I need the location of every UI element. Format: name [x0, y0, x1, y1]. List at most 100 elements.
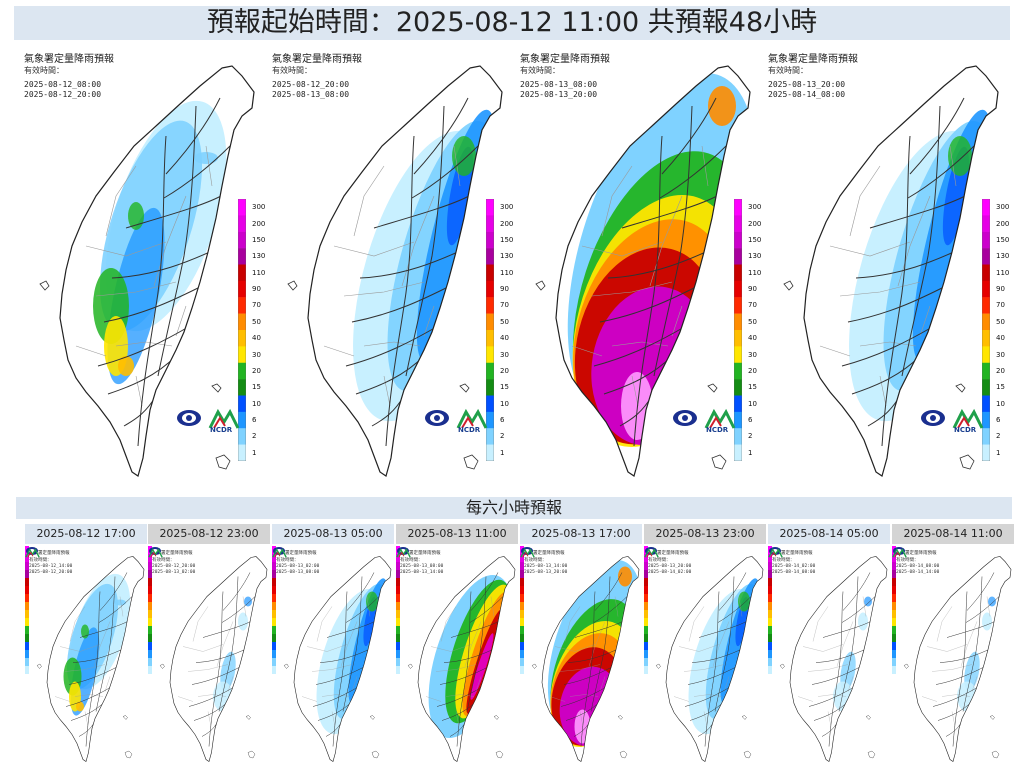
valid-time-label: 有效時間： [276, 558, 299, 563]
colorbar-label: 1 [996, 448, 1001, 457]
township-line [59, 644, 101, 652]
colorbar-label: 20 [252, 366, 261, 375]
county-line [439, 666, 490, 685]
six-hour-time-tab[interactable]: 2025-08-13 23:00 [644, 524, 766, 544]
colorbar-segment [520, 610, 524, 619]
coastline [46, 556, 145, 762]
township-line [812, 606, 829, 642]
colorbar-label: 2 [748, 432, 753, 441]
colorbar-segment [486, 297, 494, 314]
colorbar-segment [25, 634, 29, 643]
colorbar-segment [25, 594, 29, 603]
rainfall-contour [81, 624, 89, 639]
township-line [797, 696, 814, 702]
rainfall-contour [351, 701, 363, 732]
colorbar-segment [148, 578, 152, 587]
valid-time-label: 有效時間： [152, 558, 175, 563]
ncdr-logo-text: NCDR [210, 426, 233, 434]
orchid-island [247, 750, 256, 759]
colorbar-segment [486, 346, 494, 363]
six-hour-time-tab[interactable]: 2025-08-14 11:00 [892, 524, 1014, 544]
township-line [187, 664, 229, 672]
colorbar-segment [25, 554, 29, 563]
rainfall-colorbar [25, 546, 29, 674]
penghu-island [283, 663, 289, 669]
colorbar-segment [892, 586, 896, 595]
colorbar-label: 20 [996, 366, 1005, 375]
county-line [319, 648, 371, 663]
county-line [580, 591, 596, 747]
colorbar-segment [644, 666, 648, 674]
colorbar-segment [396, 602, 400, 611]
colorbar-segment [982, 395, 990, 413]
colorbar-label: 150 [996, 235, 1010, 244]
valid-from: 2025-08-12_14:00 [29, 564, 73, 569]
colorbar-label: 40 [996, 334, 1005, 343]
colorbar-segment [148, 642, 152, 651]
county-line [714, 576, 735, 712]
taiwan-rainfall-map [407, 556, 516, 762]
county-line [111, 250, 213, 279]
township-line [197, 694, 227, 697]
colorbar-segment [520, 586, 524, 595]
colorbar-label: 110 [500, 268, 514, 277]
colorbar-segment [644, 594, 648, 603]
county-boundaries [54, 572, 133, 747]
ncdr-logo [148, 548, 163, 558]
taiwan-rainfall-map [36, 556, 145, 762]
colorbar-segment [148, 554, 152, 563]
colorbar-segment [982, 248, 990, 265]
six-hour-time-tab[interactable]: 2025-08-14 05:00 [768, 524, 890, 544]
taiwan-rainfall-map [903, 556, 1012, 762]
colorbar-segment [982, 280, 990, 298]
county-line [202, 621, 251, 638]
colorbar-segment [25, 610, 29, 619]
township-line [311, 664, 353, 672]
colorbar-label: 110 [748, 268, 762, 277]
six-hour-map-body: 氣象署定量降雨預報 有效時間： 2025-08-13_20:00 2025-08-14… [644, 546, 766, 768]
colorbar-label: 30 [252, 350, 261, 359]
rainfall-contour [366, 591, 378, 612]
rainfall-contour [238, 612, 248, 631]
colorbar-label: 70 [252, 301, 261, 310]
rainfall-contour [114, 599, 126, 606]
ncdr-logo [520, 548, 535, 558]
colorbar-segment [396, 578, 400, 587]
colorbar-segment [272, 650, 276, 659]
colorbar-label: 6 [252, 416, 257, 425]
colorbar-segment [238, 264, 246, 282]
township-line [951, 711, 956, 727]
six-hour-time-tab[interactable]: 2025-08-13 05:00 [272, 524, 394, 544]
rainfall-colorbar [644, 546, 648, 674]
six-hour-time-tab[interactable]: 2025-08-12 17:00 [25, 524, 147, 544]
valid-to: 2025-08-14_08:00 [768, 90, 846, 99]
township-line [688, 606, 705, 642]
rainfall-contour [118, 356, 134, 376]
county-boundaries [549, 572, 628, 747]
colorbar-segment [396, 594, 400, 603]
valid-to: 2025-08-13_20:00 [520, 90, 598, 99]
colorbar-segment [892, 634, 896, 643]
six-hour-time-tab[interactable]: 2025-08-12 23:00 [148, 524, 270, 544]
colorbar-segment [520, 666, 524, 674]
colorbar-segment [396, 642, 400, 651]
county-line [855, 250, 957, 279]
valid-time-label: 有效時間： [896, 558, 919, 563]
colorbar-label: 70 [748, 301, 757, 310]
six-hour-time-tab[interactable]: 2025-08-13 17:00 [520, 524, 642, 544]
county-line [103, 285, 203, 323]
colorbar-segment [272, 562, 276, 571]
valid-to: 2025-08-14_08:00 [772, 570, 816, 575]
colorbar-segment [644, 650, 648, 659]
six-hour-time-tab[interactable]: 2025-08-13 11:00 [396, 524, 518, 544]
colorbar-label: 20 [500, 366, 509, 375]
valid-from: 2025-08-12_08:00 [24, 80, 102, 89]
colorbar-label: 50 [252, 317, 261, 326]
colorbar-segment [768, 570, 772, 579]
panel-title: 氣象署定量降雨預報 [768, 54, 858, 65]
ncdr-logo [952, 408, 984, 429]
colorbar-segment [520, 594, 524, 603]
rainfall-contour [723, 701, 735, 732]
orchid-island [371, 750, 380, 759]
colorbar-segment [768, 586, 772, 595]
